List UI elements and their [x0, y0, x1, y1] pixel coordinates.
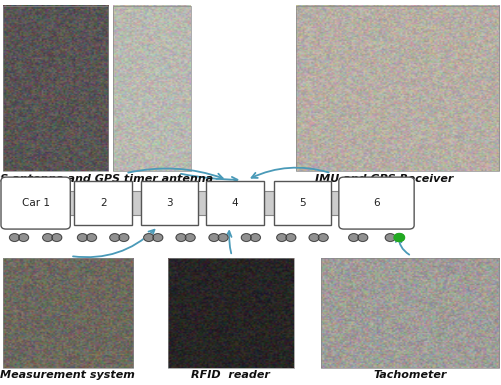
Text: 6: 6: [372, 198, 379, 208]
Circle shape: [285, 234, 295, 241]
Circle shape: [318, 234, 328, 241]
Circle shape: [19, 234, 29, 241]
Circle shape: [43, 234, 53, 241]
Circle shape: [348, 234, 358, 241]
FancyBboxPatch shape: [273, 181, 331, 225]
Text: 4: 4: [231, 198, 237, 208]
Text: IMU and GPS Receiver: IMU and GPS Receiver: [314, 174, 452, 184]
Circle shape: [119, 234, 129, 241]
FancyBboxPatch shape: [1, 177, 70, 229]
Text: Tachometer: Tachometer: [373, 370, 446, 380]
Circle shape: [52, 234, 62, 241]
Circle shape: [393, 234, 403, 241]
FancyBboxPatch shape: [74, 181, 132, 225]
FancyBboxPatch shape: [331, 191, 343, 215]
Circle shape: [77, 234, 87, 241]
Circle shape: [250, 234, 260, 241]
Text: 2: 2: [100, 198, 106, 208]
Text: RFID  reader: RFID reader: [191, 370, 270, 380]
Circle shape: [86, 234, 96, 241]
FancyBboxPatch shape: [263, 191, 273, 215]
Text: GPS antenna and GPS timer antenna: GPS antenna and GPS timer antenna: [0, 174, 212, 184]
FancyBboxPatch shape: [205, 181, 263, 225]
Circle shape: [393, 233, 404, 242]
Circle shape: [185, 234, 195, 241]
Circle shape: [357, 234, 367, 241]
Circle shape: [10, 234, 20, 241]
FancyBboxPatch shape: [65, 191, 74, 215]
Circle shape: [384, 234, 394, 241]
Text: Measurement system: Measurement system: [1, 370, 135, 380]
Circle shape: [110, 234, 120, 241]
FancyBboxPatch shape: [132, 191, 140, 215]
Circle shape: [309, 234, 319, 241]
Circle shape: [208, 234, 218, 241]
Circle shape: [143, 234, 153, 241]
Text: 3: 3: [166, 198, 172, 208]
Text: Car 1: Car 1: [22, 198, 50, 208]
Circle shape: [176, 234, 186, 241]
Circle shape: [152, 234, 162, 241]
Text: 5: 5: [299, 198, 305, 208]
FancyBboxPatch shape: [198, 191, 205, 215]
Circle shape: [217, 234, 227, 241]
FancyBboxPatch shape: [140, 181, 198, 225]
Circle shape: [276, 234, 286, 241]
Circle shape: [241, 234, 251, 241]
FancyBboxPatch shape: [338, 177, 413, 229]
